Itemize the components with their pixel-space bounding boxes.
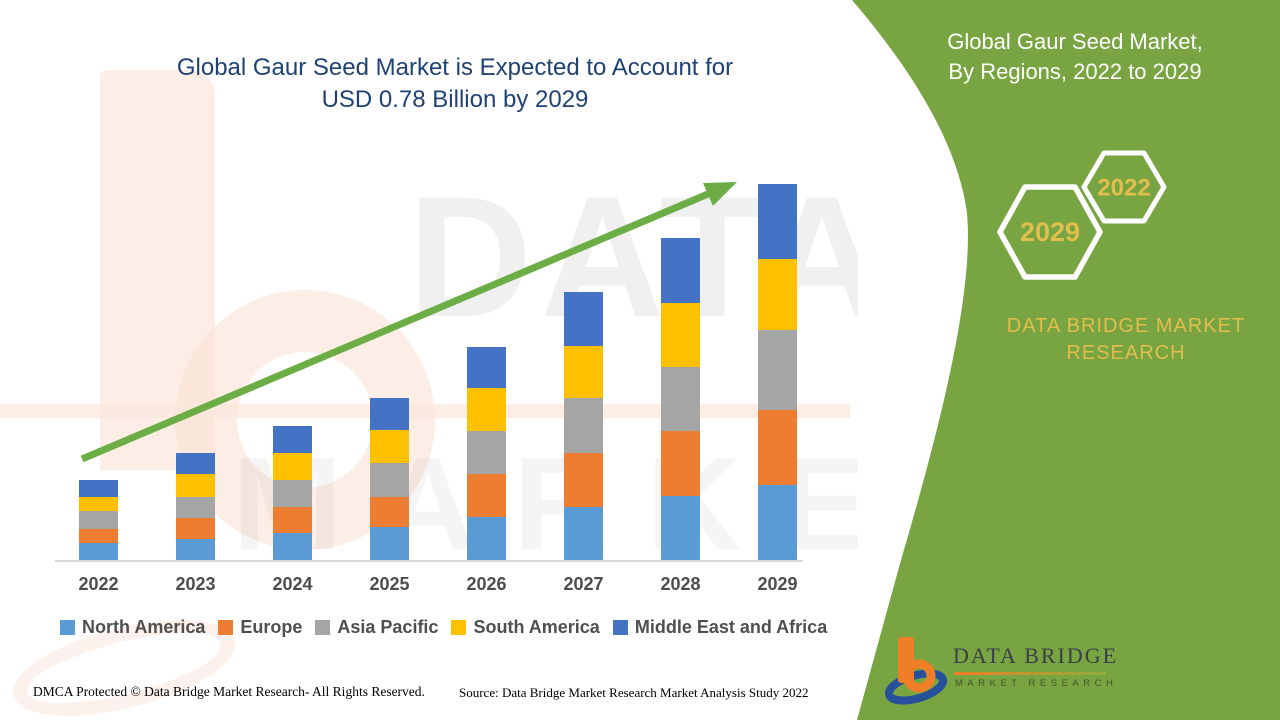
bar-segment-middle-east-and-africa — [370, 398, 409, 431]
databridge-logo-subtitle: MARKET RESEARCH — [955, 678, 1118, 689]
legend-swatch — [612, 620, 628, 635]
source-credit: Source: Data Bridge Market Research Mark… — [459, 685, 809, 700]
bar-segment-europe — [273, 507, 312, 533]
legend-swatch — [315, 620, 331, 635]
bar-segment-south-america — [661, 302, 700, 367]
bar-segment-asia-pacific — [564, 398, 603, 453]
bar-segment-asia-pacific — [758, 329, 797, 410]
bar-segment-asia-pacific — [661, 366, 700, 431]
bar-segment-asia-pacific — [467, 431, 506, 475]
legend-label: Europe — [240, 617, 303, 637]
bar-2029 — [758, 184, 797, 560]
hexagon-2022-label: 2022 — [1097, 175, 1150, 202]
legend-swatch — [451, 620, 467, 635]
x-axis-label: 2025 — [369, 574, 410, 594]
databridge-logo-icon — [885, 637, 948, 705]
x-axis-label: 2026 — [466, 574, 507, 594]
legend-item: South America — [451, 617, 600, 638]
x-axis-label: 2023 — [175, 574, 216, 594]
bar-segment-middle-east-and-africa — [758, 184, 797, 260]
bar-segment-middle-east-and-africa — [79, 480, 118, 498]
bar-segment-europe — [467, 474, 506, 518]
databridge-logo-underline — [954, 672, 1106, 675]
x-axis-label: 2029 — [757, 574, 798, 594]
legend-item: Asia Pacific — [315, 617, 438, 638]
bar-segment-europe — [370, 496, 409, 527]
brand-text-line2: RESEARCH — [1066, 342, 1186, 364]
bar-2028 — [661, 237, 700, 560]
panel-heading: Global Gaur Seed Market, By Regions, 202… — [885, 27, 1265, 87]
bar-2024 — [273, 426, 312, 560]
brand-text-line1: DATA BRIDGE MARKET — [1006, 315, 1246, 337]
databridge-logo: DATA BRIDGE MARKET RESEARCH — [885, 633, 1165, 708]
bar-segment-south-america — [273, 453, 312, 480]
bar-segment-asia-pacific — [79, 511, 118, 530]
bar-segment-europe — [564, 453, 603, 507]
bar-2025 — [370, 398, 409, 560]
x-axis-label: 2022 — [78, 574, 119, 594]
page-title: Global Gaur Seed Market is Expected to A… — [95, 52, 815, 116]
bar-segment-asia-pacific — [370, 462, 409, 497]
bar-segment-middle-east-and-africa — [564, 292, 603, 347]
bar-segment-asia-pacific — [273, 480, 312, 507]
legend-swatch — [218, 620, 234, 635]
x-axis-label: 2027 — [563, 574, 604, 594]
bar-2023 — [176, 453, 215, 560]
chart-legend: North America Europe Asia Pacific South Ame… — [60, 617, 827, 638]
bar-segment-north-america — [79, 543, 118, 560]
bar-2026 — [467, 346, 506, 560]
legend-label: North America — [82, 617, 206, 637]
page-title-line1: Global Gaur Seed Market is Expected to A… — [176, 54, 734, 81]
brand-text: DATA BRIDGE MARKET RESEARCH — [1000, 313, 1252, 367]
hexagon-2029-label: 2029 — [1020, 217, 1080, 247]
bar-2022 — [79, 480, 118, 560]
panel-heading-line1: Global Gaur Seed Market, — [947, 29, 1203, 54]
bar-segment-europe — [758, 409, 797, 485]
bar-segment-europe — [661, 430, 700, 496]
bar-segment-north-america — [176, 538, 215, 560]
bar-segment-north-america — [370, 526, 409, 560]
bar-segment-north-america — [467, 517, 506, 560]
legend-label: Middle East and Africa — [634, 617, 828, 637]
bar-segment-middle-east-and-africa — [661, 237, 700, 303]
bar-segment-middle-east-and-africa — [176, 453, 215, 475]
panel-heading-line2: By Regions, 2022 to 2029 — [948, 59, 1202, 84]
legend-item: Europe — [218, 617, 302, 638]
bar-segment-north-america — [758, 484, 797, 560]
bar-segment-europe — [79, 529, 118, 544]
bar-segment-south-america — [370, 430, 409, 463]
bar-segment-middle-east-and-africa — [273, 426, 312, 453]
stacked-bar-chart: 2022 2023 2024 2025 2026 2027 2028 2029 — [55, 170, 803, 594]
bar-segment-south-america — [758, 259, 797, 330]
legend-label: Asia Pacific — [337, 617, 439, 637]
bar-segment-asia-pacific — [176, 497, 215, 518]
x-axis-label: 2028 — [660, 574, 701, 594]
bar-segment-europe — [176, 517, 215, 539]
year-hexagons: 2029 2022 — [997, 150, 1167, 280]
bar-2027 — [564, 292, 603, 560]
bar-segment-south-america — [176, 474, 215, 498]
databridge-logo-name: DATA BRIDGE — [953, 643, 1119, 668]
dmca-notice: DMCA Protected © Data Bridge Market Rese… — [33, 684, 425, 699]
bar-segment-north-america — [661, 495, 700, 560]
legend-item: Middle East and Africa — [612, 617, 828, 638]
x-axis-label: 2024 — [272, 574, 313, 594]
bar-segment-south-america — [467, 388, 506, 432]
legend-label: South America — [473, 617, 600, 637]
bar-segment-north-america — [273, 533, 312, 560]
bar-segment-south-america — [79, 497, 118, 512]
legend-item: North America — [60, 617, 205, 638]
bar-segment-middle-east-and-africa — [467, 346, 506, 389]
page-title-line2: USD 0.78 Billion by 2029 — [321, 86, 589, 113]
bar-segment-south-america — [564, 346, 603, 399]
legend-swatch — [60, 620, 75, 635]
bar-segment-north-america — [564, 507, 603, 560]
